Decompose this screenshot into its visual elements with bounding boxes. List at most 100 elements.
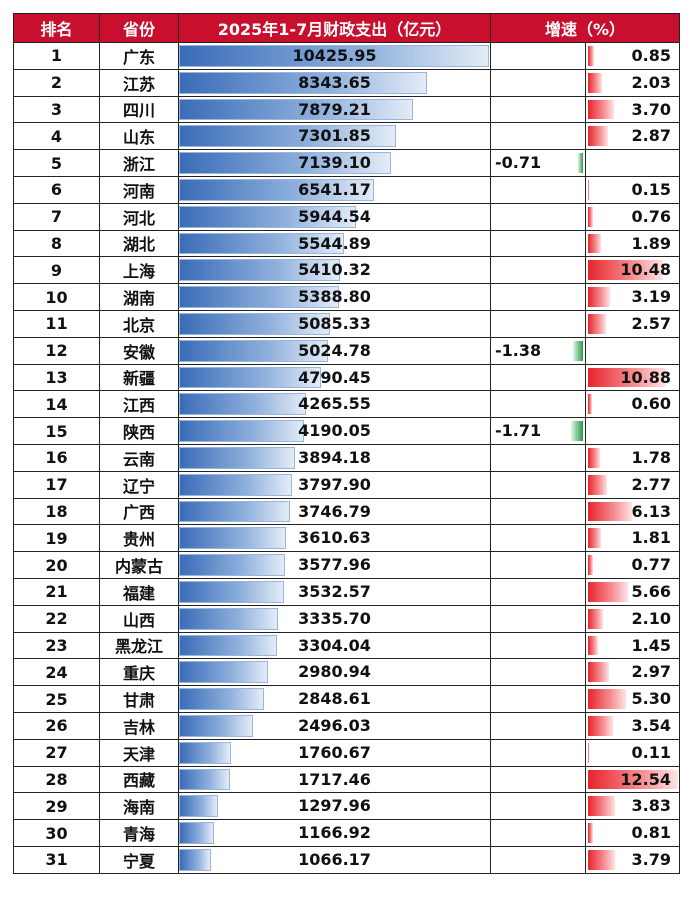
rank-cell: 16: [13, 443, 100, 472]
table-row: 25 甘肃 2848.61 5.30: [13, 685, 680, 713]
growth-negative-bar: [577, 153, 583, 173]
growth-positive-bar: [587, 46, 594, 66]
header-province: 省份: [99, 13, 179, 43]
growth-negative-cell: [490, 283, 586, 311]
rank-cell: 24: [13, 658, 100, 687]
table-row: 12 安徽 5024.78 -1.38: [13, 336, 680, 365]
header-row: 排名 省份 2025年1-7月财政支出（亿元） 增速（%）: [13, 13, 680, 43]
rank-cell: 29: [13, 792, 100, 821]
growth-value: 10.88: [620, 367, 671, 387]
growth-positive-cell: 1.89: [584, 229, 680, 258]
growth-negative-bar: [570, 421, 583, 441]
rank-cell: 5: [13, 149, 100, 177]
expenditure-value: 2848.61: [298, 689, 371, 709]
rank-cell: 14: [13, 390, 100, 419]
expenditure-cell: 8343.65: [178, 68, 491, 97]
growth-value: 10.48: [620, 260, 671, 280]
growth-value: 3.19: [631, 287, 671, 307]
expenditure-cell: 1166.92: [178, 819, 491, 847]
growth-positive-bar: [587, 635, 598, 656]
rank-cell: 21: [13, 577, 100, 606]
expenditure-value: 2980.94: [298, 662, 371, 682]
expenditure-value: 3532.57: [298, 581, 371, 601]
growth-positive-cell: 0.60: [584, 390, 680, 419]
growth-positive-bar: [587, 769, 678, 790]
table-row: 24 重庆 2980.94 2.97: [13, 658, 680, 687]
province-cell: 甘肃: [99, 685, 179, 713]
rank-cell: 28: [13, 765, 100, 794]
growth-value: 1.81: [631, 528, 671, 548]
expenditure-cell: 1717.46: [178, 765, 491, 794]
expenditure-bar: [179, 768, 231, 791]
growth-negative-cell: -1.71: [490, 417, 586, 445]
expenditure-bar: [179, 420, 304, 442]
rank-cell: 8: [13, 229, 100, 258]
growth-value: 3.83: [631, 796, 671, 816]
table-row: 30 青海 1166.92 0.81: [13, 819, 680, 847]
growth-positive-bar: [587, 608, 603, 629]
header-growth: 增速（%）: [490, 13, 680, 43]
expenditure-bar: [179, 98, 414, 121]
province-cell: 湖北: [99, 229, 179, 258]
table-body: 1 广东 10425.95 0.85 2 江苏 8343.65 2.03 3 四川 7879.21 3…: [13, 42, 680, 874]
expenditure-value: 4790.45: [298, 367, 371, 387]
growth-value: -1.71: [495, 421, 542, 441]
expenditure-cell: 3746.79: [178, 497, 491, 526]
expenditure-cell: 10425.95: [178, 42, 491, 70]
header-expenditure: 2025年1-7月财政支出（亿元）: [178, 13, 491, 43]
expenditure-bar: [179, 178, 374, 201]
expenditure-cell: 5544.89: [178, 229, 491, 258]
growth-positive-bar: [587, 474, 608, 495]
expenditure-value: 7301.85: [298, 126, 371, 146]
province-cell: 新疆: [99, 363, 179, 392]
expenditure-value: 5544.89: [298, 233, 371, 253]
province-cell: 河南: [99, 175, 179, 204]
growth-positive-cell: 2.03: [584, 68, 680, 97]
rank-cell: 13: [13, 363, 100, 392]
growth-negative-cell: [490, 819, 586, 847]
growth-positive-cell: 0.81: [584, 819, 680, 847]
growth-negative-cell: [490, 577, 586, 606]
growth-positive-bar: [587, 581, 629, 602]
table-row: 13 新疆 4790.45 10.88: [13, 363, 680, 392]
province-cell: 青海: [99, 819, 179, 847]
growth-positive-cell: 3.70: [584, 95, 680, 124]
expenditure-value: 7139.10: [298, 153, 371, 173]
rank-cell: 20: [13, 551, 100, 579]
expenditure-value: 3797.90: [298, 474, 371, 494]
expenditure-bar: [179, 822, 214, 844]
table-row: 9 上海 5410.32 10.48: [13, 256, 680, 285]
rank-cell: 19: [13, 524, 100, 553]
growth-positive-bar: [587, 823, 594, 843]
growth-negative-cell: [490, 229, 586, 258]
growth-positive-bar: [587, 555, 593, 575]
rank-cell: 18: [13, 497, 100, 526]
expenditure-value: 5388.80: [298, 287, 371, 307]
growth-value: 12.54: [620, 769, 671, 789]
rank-cell: 25: [13, 685, 100, 713]
province-cell: 海南: [99, 792, 179, 821]
growth-positive-bar: [587, 313, 606, 334]
growth-positive-bar: [587, 796, 615, 817]
expenditure-cell: 3577.96: [178, 551, 491, 579]
province-cell: 西藏: [99, 765, 179, 794]
expenditure-value: 10425.95: [292, 46, 377, 65]
expenditure-cell: 3894.18: [178, 443, 491, 472]
rank-cell: 4: [13, 122, 100, 151]
table-row: 19 贵州 3610.63 1.81: [13, 524, 680, 553]
expenditure-value: 1760.67: [298, 742, 371, 762]
province-cell: 江西: [99, 390, 179, 419]
growth-positive-cell: [584, 149, 680, 177]
expenditure-bar: [179, 205, 356, 228]
expenditure-bar: [179, 152, 392, 174]
growth-positive-bar: [587, 849, 615, 870]
table-row: 22 山西 3335.70 2.10: [13, 604, 680, 633]
rank-cell: 26: [13, 711, 100, 740]
table-row: 6 河南 6541.17 0.15: [13, 175, 680, 204]
table-row: 26 吉林 2496.03 3.54: [13, 711, 680, 740]
expenditure-cell: 4790.45: [178, 363, 491, 392]
province-cell: 辽宁: [99, 470, 179, 499]
expenditure-cell: 1297.96: [178, 792, 491, 821]
table-row: 11 北京 5085.33 2.57: [13, 309, 680, 338]
growth-positive-bar: [587, 179, 589, 200]
